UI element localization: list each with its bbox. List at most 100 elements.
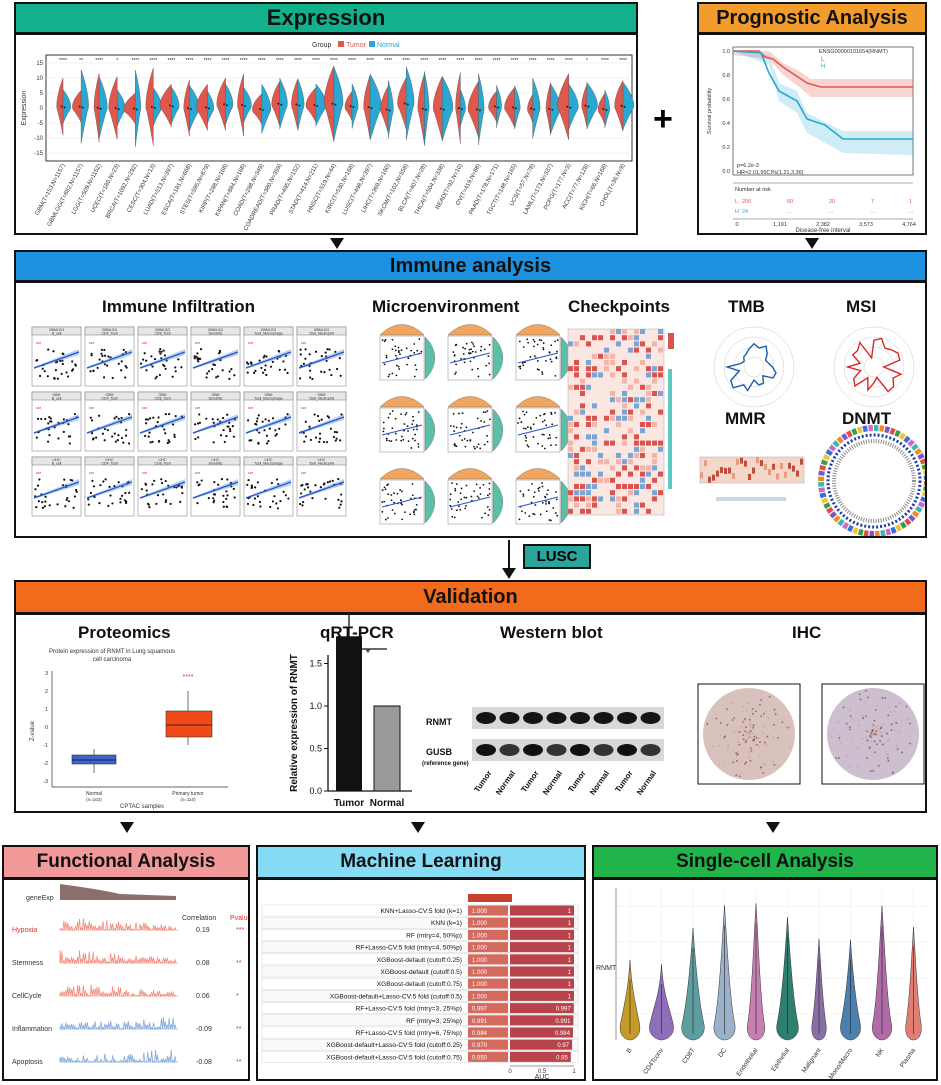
ihc-cell: [744, 741, 747, 744]
dot: [160, 350, 163, 353]
dot: [67, 423, 70, 426]
dot: [320, 370, 323, 373]
dot: [44, 417, 47, 421]
mmr-cell: [728, 467, 731, 474]
ml-x-tick: 0.5: [538, 1069, 547, 1075]
pathway-trace: [59, 950, 177, 965]
dot: [318, 419, 321, 422]
dot: [525, 411, 528, 414]
dot: [98, 502, 101, 505]
dot: [48, 416, 51, 419]
heatmap-cell: [586, 384, 591, 390]
dot: [92, 437, 95, 440]
ihc-cell: [886, 732, 888, 735]
dot: [106, 428, 109, 432]
subplot-stat: cor: [36, 406, 42, 410]
risk-high-value: 24: [742, 209, 748, 215]
dot: [451, 482, 453, 485]
heatmap-cell: [640, 484, 645, 489]
median-normal: [244, 104, 247, 107]
ihc-cell: [749, 759, 752, 762]
wb-lane-label: Normal: [635, 769, 658, 797]
wb-rnmt-label: RNMT: [426, 717, 452, 727]
heatmap-cell: [586, 496, 591, 502]
ihc-cell: [758, 745, 760, 748]
dot: [73, 495, 77, 498]
dot: [59, 359, 62, 362]
heatmap-cell: [574, 372, 579, 378]
dot: [486, 440, 489, 443]
median-normal: [99, 107, 102, 110]
heatmap-cell: [640, 341, 645, 347]
dot: [449, 425, 452, 427]
western-blot-label: Western blot: [500, 623, 603, 642]
dot: [212, 363, 215, 366]
dot: [48, 434, 51, 437]
dot: [473, 345, 475, 348]
dot: [101, 354, 104, 358]
heatmap-cell: [640, 428, 645, 434]
ihc-cell: [772, 736, 775, 739]
dot: [258, 500, 262, 504]
dot: [164, 499, 168, 502]
risk-low-value: 20: [829, 199, 835, 205]
dot: [298, 502, 302, 506]
dot: [452, 425, 455, 428]
ihc-label: IHC: [792, 623, 822, 642]
dot: [547, 489, 549, 492]
sc-cell-label: CD4Tconv: [642, 1047, 665, 1076]
ml-auc-value: 1: [568, 909, 572, 915]
dot: [486, 506, 489, 508]
ihc-cell: [723, 761, 725, 764]
dnmt-segment: [880, 529, 886, 536]
dot: [96, 366, 99, 369]
fit-line: [192, 416, 239, 434]
ihc-cell: [837, 720, 840, 723]
dot: [474, 447, 476, 450]
fit-line: [86, 481, 133, 499]
radar-label: ·: [718, 400, 719, 404]
subplot-tissue: GBM: [318, 393, 326, 397]
pathway-trace: [59, 1049, 177, 1064]
dot: [338, 506, 341, 509]
dot: [533, 340, 536, 343]
dot: [522, 364, 525, 367]
dot: [413, 513, 416, 516]
dot: [555, 512, 557, 514]
ihc-cell: [890, 729, 893, 732]
dot: [66, 375, 70, 378]
sc-cell-label: Malignant: [801, 1047, 823, 1074]
ihc-cell: [744, 718, 746, 720]
dot: [526, 444, 529, 447]
heatmap-cell: [604, 415, 609, 421]
dot: [35, 505, 38, 509]
dot: [548, 434, 551, 436]
dot: [228, 370, 231, 373]
ihc-cell: [743, 719, 746, 722]
dot: [124, 351, 127, 354]
dot: [519, 490, 522, 493]
arrow-to-single-cell: [766, 822, 780, 833]
ihc-cell: [774, 713, 777, 716]
dot: [120, 360, 123, 363]
ihc-cell: [838, 734, 841, 737]
dot: [450, 508, 453, 510]
dnmt-segment: [819, 464, 827, 471]
dot: [518, 340, 521, 343]
qrt-y-tick: 0.0: [309, 786, 322, 796]
dot: [36, 484, 40, 487]
heatmap-cell: [586, 366, 591, 372]
ihc-cell: [735, 751, 738, 754]
ml-model-name: RF (mtry=3, 25%p): [406, 1018, 462, 1025]
dot: [47, 422, 50, 425]
ml-header-bar: [468, 894, 512, 902]
dot: [67, 500, 71, 503]
dot: [387, 375, 390, 378]
dot: [159, 352, 162, 355]
violin-tumor: [216, 77, 226, 131]
dot: [72, 506, 75, 509]
dot: [145, 489, 148, 492]
dot: [538, 486, 541, 489]
dot: [459, 508, 462, 511]
dot: [160, 481, 164, 485]
